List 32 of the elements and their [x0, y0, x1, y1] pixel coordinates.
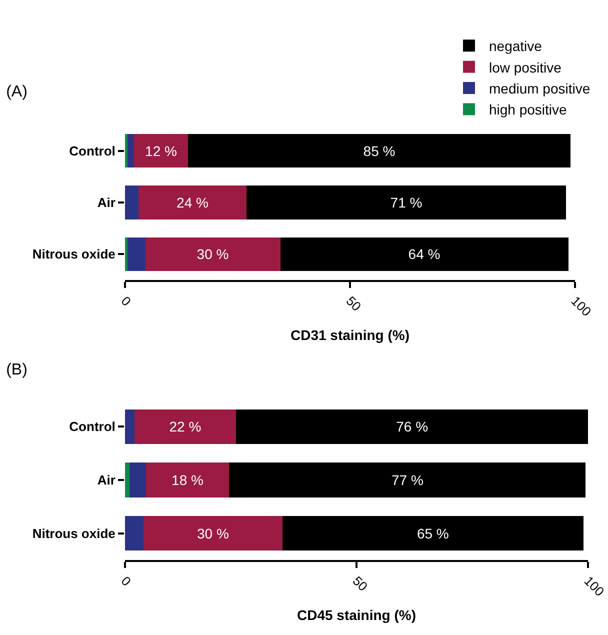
x-tick-label: 0	[118, 293, 134, 309]
chart-title: (B)	[6, 362, 28, 379]
data-label: 30 %	[196, 246, 229, 262]
x-tick-label: 100	[581, 573, 608, 600]
data-label: 24 %	[176, 194, 208, 210]
x-axis-title: CD45 staining (%)	[296, 606, 416, 623]
data-label: 22 %	[169, 418, 202, 435]
y-tick-label: Control	[69, 419, 116, 434]
data-label: 64 %	[408, 246, 440, 262]
x-tick-label: 50	[343, 293, 364, 314]
chart-title: (A)	[6, 83, 28, 100]
data-label: 71 %	[390, 194, 422, 210]
legend-label: negative	[489, 38, 542, 54]
y-tick-label: Nitrous oxide	[32, 246, 116, 262]
legend-label: medium positive	[489, 80, 590, 96]
data-label: 18 %	[172, 472, 204, 488]
data-label: 65 %	[416, 525, 449, 542]
y-tick-label: Air	[97, 195, 116, 210]
y-tick-label: Air	[97, 472, 116, 488]
data-label: 30 %	[197, 525, 229, 542]
data-label: 12 %	[145, 142, 177, 159]
data-label: 76 %	[396, 418, 428, 435]
x-tick-label: 50	[350, 573, 371, 594]
data-label: 77 %	[391, 472, 424, 488]
y-tick-label: Nitrous oxide	[32, 526, 116, 541]
x-tick-label: 0	[118, 573, 134, 589]
x-tick-label: 100	[568, 293, 594, 320]
legend-label: low positive	[489, 59, 562, 76]
x-axis-title: CD31 staining (%)	[290, 326, 410, 343]
data-label: 85 %	[363, 142, 396, 159]
y-tick-label: Control	[69, 143, 116, 158]
legend-label: high positive	[489, 102, 568, 118]
